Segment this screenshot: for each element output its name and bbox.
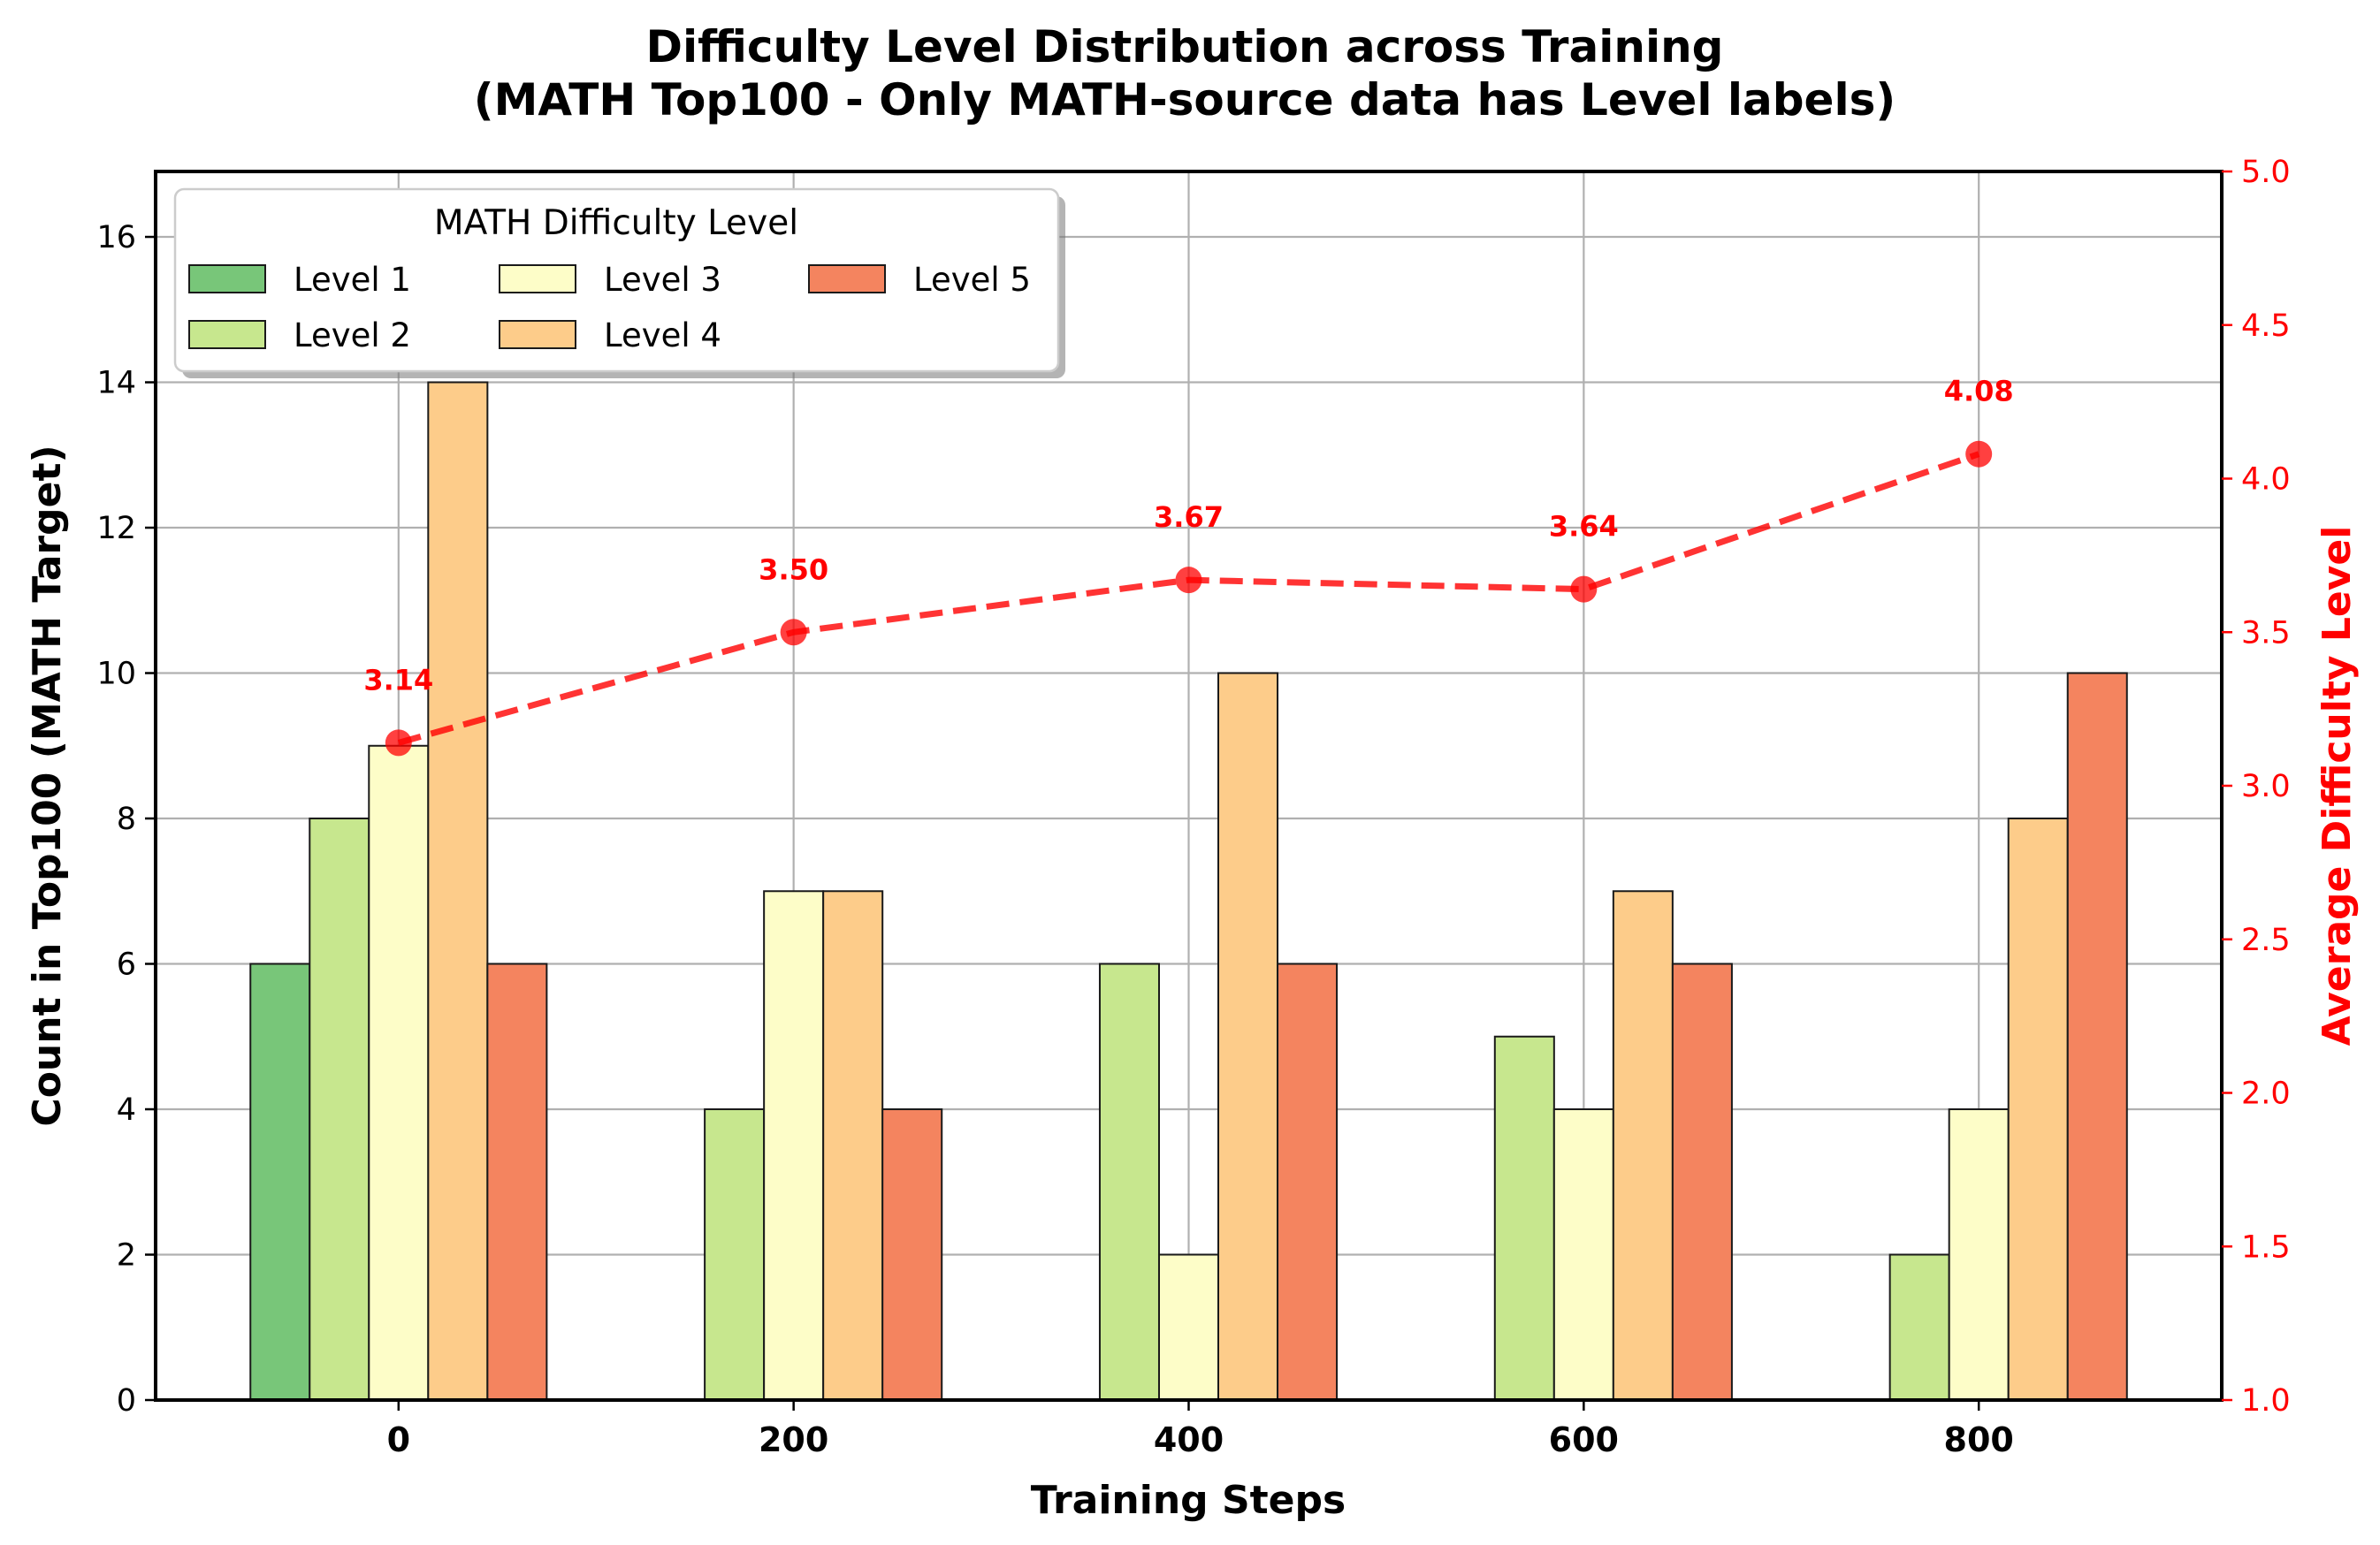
bar-level-2 [704, 1108, 766, 1401]
x-tick-label: 600 [1549, 1420, 1619, 1459]
y-tick-label: 10 [96, 657, 136, 692]
bar-level-2 [1493, 1035, 1555, 1402]
x-tick-label: 0 [387, 1420, 410, 1459]
legend-swatch [499, 264, 576, 293]
avg-data-label: 3.14 [363, 663, 433, 696]
bar-level-3 [1157, 1253, 1220, 1401]
y-tick-label: 12 [96, 511, 136, 546]
bar-level-4 [2007, 818, 2069, 1401]
legend-label: Level 2 [294, 316, 411, 354]
y-tick-label: 4 [117, 1092, 136, 1128]
legend-title: MATH Difficulty Level [434, 203, 798, 243]
bar-level-5 [486, 963, 548, 1402]
bar-level-4 [1217, 672, 1279, 1401]
bar-level-2 [1888, 1253, 1950, 1401]
y-tick-label: 8 [117, 802, 136, 837]
y2-tick-label: 2.5 [2241, 923, 2291, 958]
y2-tick-label: 2.0 [2241, 1077, 2291, 1112]
legend-swatch [188, 264, 266, 293]
bar-level-3 [763, 890, 825, 1401]
avg-point [780, 619, 807, 646]
y2-axis-label: Average Difficulty Level [2315, 526, 2360, 1046]
y-tick-label: 0 [117, 1383, 136, 1419]
bar-level-3 [1948, 1108, 2010, 1401]
y-tick-label: 14 [96, 366, 136, 401]
legend-items: Level 1 Level 2 Level 3 Level 4 Level 5 [188, 261, 1031, 354]
bar-level-5 [1277, 963, 1339, 1402]
bar-level-4 [1612, 890, 1674, 1401]
avg-point [385, 729, 412, 757]
y2-tick-label: 4.0 [2241, 462, 2291, 498]
legend-label: Level 5 [913, 261, 1031, 299]
y2-tick-label: 3.0 [2241, 769, 2291, 804]
y2-tick-label: 1.5 [2241, 1229, 2291, 1265]
left-axis-ticks: 0 2 4 6 8 10 12 14 16 [96, 220, 156, 1419]
average-difficulty-line: 3.14 3.50 3.67 3.64 4.08 [363, 375, 2014, 757]
x-tick-label: 800 [1944, 1420, 2014, 1459]
avg-data-label: 3.50 [759, 552, 828, 586]
avg-data-label: 3.67 [1154, 500, 1224, 534]
legend-label: Level 1 [294, 261, 411, 299]
x-axis-label: Training Steps [1031, 1478, 1346, 1523]
y-tick-label: 16 [96, 220, 136, 255]
legend-label: Level 3 [604, 261, 721, 299]
chart-title-line-2: (MATH Top100 - Only MATH-source data has… [474, 74, 1896, 126]
legend-swatch [808, 264, 886, 293]
avg-data-label: 4.08 [1944, 375, 2014, 408]
x-tick-label: 200 [759, 1420, 828, 1459]
x-tick-label: 400 [1154, 1420, 1224, 1459]
chart-title-line-1: Difficulty Level Distribution across Tra… [646, 21, 1724, 72]
bars [249, 381, 2128, 1402]
y2-tick-label: 1.0 [2241, 1383, 2291, 1419]
y-tick-label: 2 [117, 1238, 136, 1274]
bar-level-5 [1671, 963, 1733, 1402]
bar-level-2 [309, 818, 370, 1401]
bar-level-3 [368, 744, 430, 1401]
bar-level-4 [822, 890, 884, 1401]
legend-swatch [499, 320, 576, 349]
avg-point [1175, 567, 1202, 594]
bar-level-1 [249, 963, 311, 1402]
y2-tick-label: 5.0 [2241, 155, 2291, 190]
y-tick-label: 6 [117, 948, 136, 983]
bar-level-2 [1098, 963, 1160, 1402]
bar-level-4 [427, 381, 489, 1401]
legend-label: Level 4 [604, 316, 721, 354]
y2-tick-label: 4.5 [2241, 308, 2291, 344]
y2-tick-label: 3.5 [2241, 615, 2291, 651]
avg-data-label: 3.64 [1549, 510, 1619, 544]
bar-level-5 [2066, 672, 2128, 1401]
x-axis-ticks: 0 200 400 600 800 [387, 1400, 2014, 1459]
bar-level-3 [1552, 1108, 1614, 1401]
legend-swatch [188, 320, 266, 349]
avg-point [1965, 440, 1993, 468]
right-axis-ticks: 1.0 1.5 2.0 2.5 3.0 3.5 4.0 4.5 5.0 [2222, 155, 2291, 1419]
y-axis-label: Count in Top100 (MATH Target) [25, 445, 70, 1126]
bar-level-5 [881, 1108, 943, 1401]
avg-point [1570, 575, 1598, 603]
